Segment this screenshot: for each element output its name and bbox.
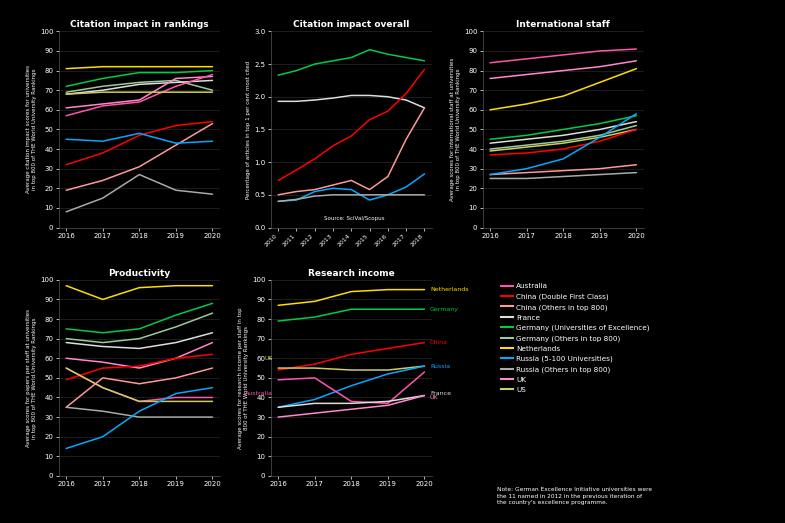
- Title: Citation impact overall: Citation impact overall: [293, 20, 410, 29]
- Text: France: France: [430, 391, 451, 396]
- Text: Germany: Germany: [430, 306, 459, 312]
- Title: International staff: International staff: [517, 20, 610, 29]
- Title: Citation impact in rankings: Citation impact in rankings: [70, 20, 209, 29]
- Text: UK: UK: [430, 395, 439, 400]
- Title: Research income: Research income: [308, 269, 395, 278]
- Text: China: China: [430, 340, 448, 345]
- Text: Source: SciVal/Scopus: Source: SciVal/Scopus: [323, 215, 384, 221]
- Text: Russia: Russia: [430, 363, 450, 369]
- Y-axis label: Average scores for research income per staff in top
800 of THE World University : Average scores for research income per s…: [238, 307, 249, 449]
- Text: Australia: Australia: [245, 391, 272, 396]
- Text: Netherlands: Netherlands: [430, 287, 469, 292]
- Title: Productivity: Productivity: [108, 269, 170, 278]
- Y-axis label: Percentage of articles in top 1 per cent most cited: Percentage of articles in top 1 per cent…: [246, 60, 251, 199]
- Text: US: US: [265, 356, 272, 361]
- Text: Note: German Excellence Initiative universities were
the 11 named in 2012 in the: Note: German Excellence Initiative unive…: [498, 487, 652, 505]
- Legend: Australia, China (Double First Class), China (Others in top 800), France, German: Australia, China (Double First Class), C…: [501, 283, 650, 393]
- Y-axis label: Average scores for international staff at universities
in top 800 of THE World U: Average scores for international staff a…: [450, 58, 461, 201]
- Y-axis label: Average citation impact scores for universities
in top 800 of THE World Universi: Average citation impact scores for unive…: [26, 65, 37, 194]
- Y-axis label: Average scores for papers per staff at universities
in top 800 of THE World Univ: Average scores for papers per staff at u…: [26, 309, 37, 447]
